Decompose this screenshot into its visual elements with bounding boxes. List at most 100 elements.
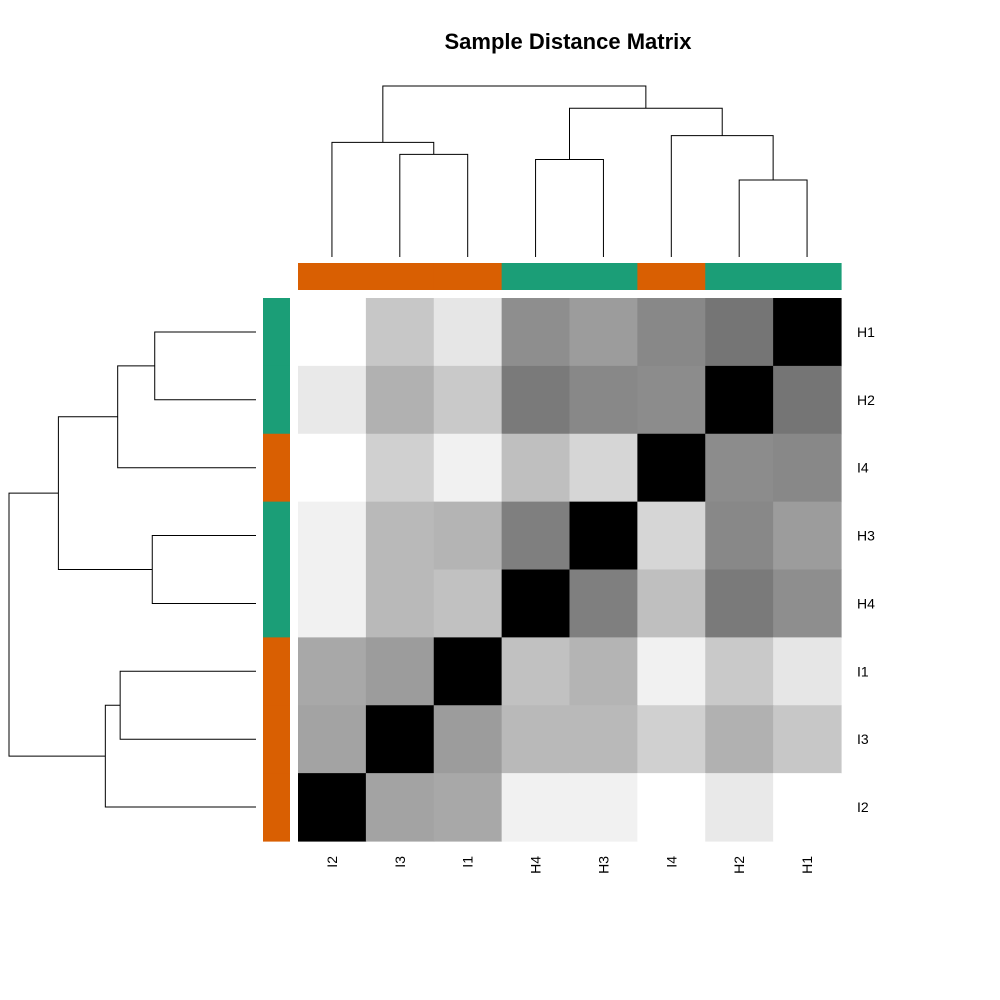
- cell-I3-I3: [365, 705, 435, 774]
- column-label-I1: I1: [460, 856, 476, 868]
- row-annotation-H2: [263, 365, 290, 435]
- cell-H4-I2: [298, 569, 367, 638]
- cell-I1-H4: [501, 637, 571, 706]
- column-annotation-bar: [298, 263, 842, 290]
- row-dendrogram-link-1: [154, 331, 256, 401]
- cell-H4-H1: [773, 569, 842, 638]
- cell-H3-H2: [705, 501, 774, 571]
- cell-H1-H1: [773, 298, 842, 367]
- cell-H2-H4: [501, 365, 571, 435]
- cell-I2-I4: [637, 773, 706, 842]
- cell-H3-H1: [773, 501, 842, 571]
- row-labels: H1 H2 I4 H3 H4 I1 I3 I2: [857, 324, 875, 815]
- cell-I4-I2: [298, 433, 367, 503]
- col-annotation-I3: [365, 263, 435, 290]
- row-label-H1: H1: [857, 324, 875, 340]
- cell-H1-H3: [569, 298, 638, 367]
- row-annotation-I4: [263, 433, 290, 503]
- cell-I2-H1: [773, 773, 842, 842]
- cell-I3-H3: [569, 705, 638, 774]
- cell-H1-H4: [501, 298, 571, 367]
- heatmap-cells: [298, 298, 842, 842]
- col-dendrogram-link-7: [382, 85, 647, 143]
- column-label-I3: I3: [392, 856, 408, 868]
- cell-I3-H4: [501, 705, 571, 774]
- col-dendrogram-link-1: [738, 179, 808, 257]
- column-dendrogram: [331, 85, 808, 257]
- row-label-I4: I4: [857, 460, 869, 476]
- row-label-I2: I2: [857, 799, 869, 815]
- cell-H3-I4: [637, 501, 706, 571]
- cell-H2-I1: [433, 365, 503, 435]
- cell-I1-I4: [637, 637, 706, 706]
- cell-H2-H3: [569, 365, 638, 435]
- col-annotation-H1: [773, 263, 842, 290]
- cell-I3-H2: [705, 705, 774, 774]
- cell-I4-H2: [705, 433, 774, 503]
- column-labels: I2 I3 I1 H4 H3 I4 H2 H1: [324, 856, 815, 874]
- column-label-H4: H4: [528, 856, 544, 874]
- col-dendrogram-link-3: [399, 153, 469, 257]
- cell-I4-H1: [773, 433, 842, 503]
- cell-H3-I3: [365, 501, 435, 571]
- cell-I2-H4: [501, 773, 571, 842]
- cell-I4-I4: [637, 433, 706, 503]
- col-dendrogram-link-5: [670, 135, 774, 257]
- row-dendrogram-link-5: [104, 704, 256, 808]
- cell-I1-I3: [365, 637, 435, 706]
- cell-H2-H1: [773, 365, 842, 435]
- cell-I4-I1: [433, 433, 503, 503]
- row-dendrogram-link-7: [8, 492, 106, 757]
- cell-H2-I4: [637, 365, 706, 435]
- cell-H1-I4: [637, 298, 706, 367]
- row-dendrogram-link-3: [119, 670, 256, 740]
- cell-I3-I2: [298, 705, 367, 774]
- row-annotation-H3: [263, 501, 290, 571]
- column-label-H1: H1: [799, 856, 815, 874]
- cell-I2-I2: [298, 773, 367, 842]
- row-annotation-I2: [263, 773, 290, 842]
- row-annotation-H1: [263, 298, 290, 367]
- cell-I4-H4: [501, 433, 571, 503]
- row-label-I1: I1: [857, 663, 869, 679]
- cell-I2-H2: [705, 773, 774, 842]
- col-dendrogram-link-2: [535, 159, 604, 257]
- chart-title: Sample Distance Matrix: [445, 29, 693, 54]
- column-label-H2: H2: [731, 856, 747, 874]
- cell-H2-I3: [365, 365, 435, 435]
- row-annotation-H4: [263, 569, 290, 638]
- row-annotation-bar: [263, 298, 290, 842]
- row-dendrogram-link-6: [57, 416, 153, 570]
- col-annotation-H3: [569, 263, 638, 290]
- col-annotation-I2: [298, 263, 367, 290]
- cell-H4-I4: [637, 569, 706, 638]
- col-annotation-I1: [433, 263, 503, 290]
- cell-I1-I2: [298, 637, 367, 706]
- cell-I4-I3: [365, 433, 435, 503]
- cell-I3-H1: [773, 705, 842, 774]
- column-label-I2: I2: [324, 856, 340, 868]
- cell-H1-H2: [705, 298, 774, 367]
- cell-I4-H3: [569, 433, 638, 503]
- col-annotation-H4: [501, 263, 571, 290]
- row-dendrogram: [8, 331, 256, 808]
- cell-I1-H1: [773, 637, 842, 706]
- column-label-I4: I4: [663, 856, 679, 868]
- cell-H3-I2: [298, 501, 367, 571]
- cell-H2-H2: [705, 365, 774, 435]
- cell-H3-H4: [501, 501, 571, 571]
- col-annotation-I4: [637, 263, 706, 290]
- cell-I3-I4: [637, 705, 706, 774]
- cell-H1-I3: [365, 298, 435, 367]
- cell-H2-I2: [298, 365, 367, 435]
- cell-H3-I1: [433, 501, 503, 571]
- cell-I2-H3: [569, 773, 638, 842]
- cell-H4-I3: [365, 569, 435, 638]
- row-dendrogram-link-4: [117, 365, 256, 469]
- cell-H4-H2: [705, 569, 774, 638]
- row-annotation-I1: [263, 637, 290, 706]
- column-label-H3: H3: [595, 856, 611, 874]
- cell-I3-I1: [433, 705, 503, 774]
- cell-H1-I1: [433, 298, 503, 367]
